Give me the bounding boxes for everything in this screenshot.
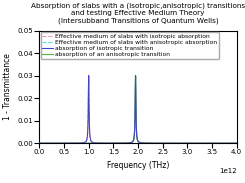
- Effective medium of slabs with anisotropic absorption: [131, 141, 134, 143]
- absorption of an anisotropic transition: [134, 74, 137, 77]
- absorption of isotropic transition: [87, 82, 90, 84]
- absorption of an anisotropic transition: [222, 142, 225, 144]
- Effective medium of slabs with anisotropic absorption: [235, 142, 238, 144]
- Line: Effective medium of slabs with isotropic absorption: Effective medium of slabs with isotropic…: [39, 76, 237, 143]
- Line: Effective medium of slabs with anisotropic absorption: Effective medium of slabs with anisotrop…: [39, 76, 237, 143]
- Legend: Effective medium of slabs with isotropic absorption, Effective medium of slabs w: Effective medium of slabs with isotropic…: [40, 32, 219, 59]
- absorption of an anisotropic transition: [165, 142, 168, 144]
- Effective medium of slabs with anisotropic absorption: [179, 142, 182, 144]
- Effective medium of slabs with isotropic absorption: [131, 141, 134, 143]
- absorption of isotropic transition: [235, 142, 238, 144]
- absorption of isotropic transition: [179, 142, 182, 144]
- Effective medium of slabs with isotropic absorption: [38, 142, 41, 144]
- absorption of an anisotropic transition: [235, 142, 238, 144]
- absorption of an anisotropic transition: [131, 141, 134, 143]
- Y-axis label: 1 - Transmittance: 1 - Transmittance: [3, 53, 12, 120]
- absorption of an anisotropic transition: [179, 142, 182, 144]
- absorption of isotropic transition: [165, 142, 168, 144]
- absorption of isotropic transition: [38, 142, 41, 144]
- Effective medium of slabs with anisotropic absorption: [157, 142, 160, 144]
- Title: Absorption of slabs with a (isotropic,anisotropic) transitions
and testing Effec: Absorption of slabs with a (isotropic,an…: [31, 3, 245, 24]
- Effective medium of slabs with isotropic absorption: [87, 82, 90, 84]
- Line: absorption of an anisotropic transition: absorption of an anisotropic transition: [39, 76, 237, 143]
- absorption of isotropic transition: [222, 142, 225, 144]
- absorption of an anisotropic transition: [157, 142, 160, 144]
- X-axis label: Frequency (THz): Frequency (THz): [107, 161, 169, 170]
- Effective medium of slabs with isotropic absorption: [87, 74, 90, 77]
- absorption of isotropic transition: [157, 142, 160, 144]
- Effective medium of slabs with anisotropic absorption: [38, 142, 41, 144]
- Effective medium of slabs with isotropic absorption: [179, 142, 182, 144]
- Effective medium of slabs with anisotropic absorption: [165, 142, 168, 144]
- Effective medium of slabs with isotropic absorption: [165, 142, 168, 144]
- absorption of isotropic transition: [131, 141, 134, 143]
- absorption of an anisotropic transition: [87, 142, 90, 144]
- Effective medium of slabs with isotropic absorption: [235, 142, 238, 144]
- absorption of isotropic transition: [87, 74, 90, 77]
- Effective medium of slabs with isotropic absorption: [157, 142, 160, 144]
- Line: absorption of isotropic transition: absorption of isotropic transition: [39, 76, 237, 143]
- Effective medium of slabs with anisotropic absorption: [222, 142, 225, 144]
- Effective medium of slabs with anisotropic absorption: [134, 74, 137, 77]
- Effective medium of slabs with isotropic absorption: [222, 142, 225, 144]
- Effective medium of slabs with anisotropic absorption: [87, 142, 90, 144]
- Text: 1e12: 1e12: [219, 168, 237, 174]
- absorption of an anisotropic transition: [38, 142, 41, 144]
